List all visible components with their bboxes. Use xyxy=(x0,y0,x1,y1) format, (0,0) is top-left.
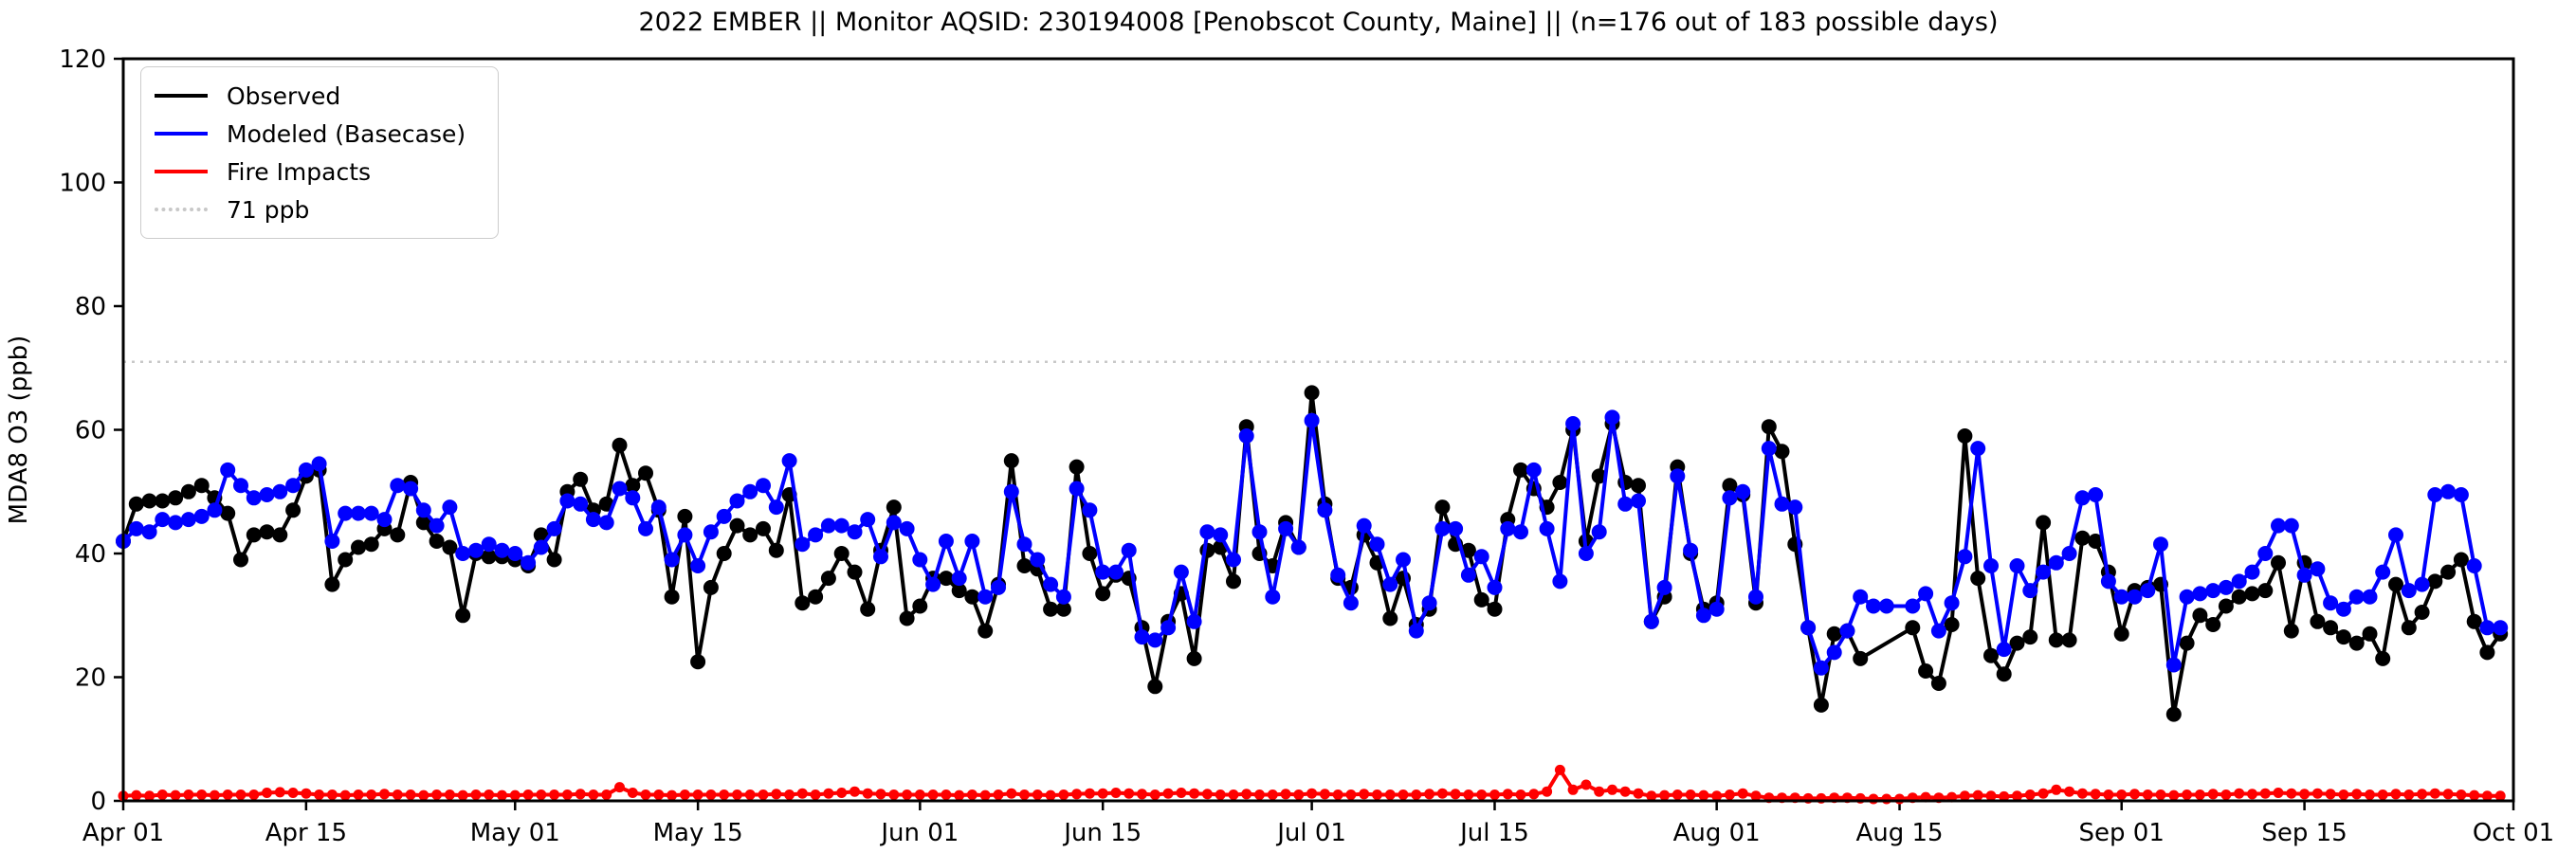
svg-text:60: 60 xyxy=(75,417,106,445)
observed-line-swatch-icon xyxy=(155,94,208,98)
threshold-line-swatch-icon xyxy=(155,208,208,211)
legend-label-fire: Fire Impacts xyxy=(227,157,372,186)
modeled-line-swatch-icon xyxy=(155,132,208,136)
svg-text:20: 20 xyxy=(75,664,106,693)
svg-text:Sep 01: Sep 01 xyxy=(2079,819,2165,847)
svg-text:Sep 15: Sep 15 xyxy=(2261,819,2347,847)
svg-text:80: 80 xyxy=(75,293,106,321)
legend-item-threshold: 71 ppb xyxy=(155,191,481,228)
svg-text:May 01: May 01 xyxy=(470,819,560,847)
legend-item-observed: Observed xyxy=(155,77,481,115)
fire-line-swatch-icon xyxy=(155,170,208,173)
svg-text:MDA8 O3 (ppb): MDA8 O3 (ppb) xyxy=(5,336,33,525)
legend-item-fire: Fire Impacts xyxy=(155,153,481,191)
svg-text:120: 120 xyxy=(59,45,106,74)
chart-title: 2022 EMBER || Monitor AQSID: 230194008 [… xyxy=(638,8,1999,37)
legend-item-modeled: Modeled (Basecase) xyxy=(155,115,481,153)
svg-text:Jul 01: Jul 01 xyxy=(1275,819,1346,847)
svg-text:Apr 15: Apr 15 xyxy=(265,819,347,847)
svg-text:100: 100 xyxy=(59,170,106,198)
svg-text:Jul 15: Jul 15 xyxy=(1458,819,1529,847)
legend-label-observed: Observed xyxy=(227,82,341,110)
svg-text:Jun 15: Jun 15 xyxy=(1062,819,1142,847)
svg-text:Aug 01: Aug 01 xyxy=(1673,819,1761,847)
svg-text:Aug 15: Aug 15 xyxy=(1855,819,1943,847)
svg-text:Oct 01: Oct 01 xyxy=(2473,819,2554,847)
legend-label-modeled: Modeled (Basecase) xyxy=(227,119,466,148)
legend: Observed Modeled (Basecase) Fire Impacts… xyxy=(140,66,499,239)
svg-text:40: 40 xyxy=(75,540,106,569)
svg-text:0: 0 xyxy=(90,788,106,816)
legend-label-threshold: 71 ppb xyxy=(227,195,310,224)
svg-text:Apr 01: Apr 01 xyxy=(82,819,164,847)
svg-text:May 15: May 15 xyxy=(653,819,743,847)
svg-text:Jun 01: Jun 01 xyxy=(879,819,959,847)
